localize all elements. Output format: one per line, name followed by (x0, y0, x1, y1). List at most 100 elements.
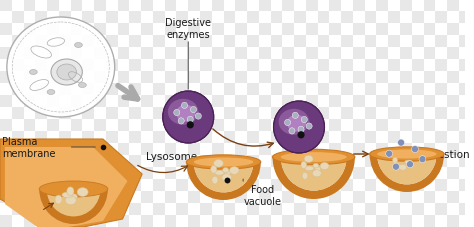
Circle shape (398, 139, 404, 146)
Bar (35, 131, 47, 143)
Bar (318, 203, 329, 215)
Bar (129, 155, 141, 167)
Bar (294, 36, 306, 48)
Bar (459, 203, 471, 215)
Bar (24, 96, 35, 108)
Bar (353, 96, 365, 108)
Bar (329, 48, 341, 60)
Bar (224, 84, 235, 96)
Bar (400, 143, 412, 155)
Bar (212, 72, 224, 84)
Bar (365, 84, 376, 96)
Bar (141, 96, 153, 108)
Bar (12, 36, 24, 48)
Bar (106, 155, 118, 167)
Circle shape (163, 92, 214, 143)
Bar (141, 48, 153, 60)
Bar (318, 155, 329, 167)
Bar (353, 167, 365, 179)
Bar (235, 215, 247, 227)
Bar (271, 12, 283, 24)
Bar (224, 155, 235, 167)
Bar (0, 0, 12, 12)
Bar (153, 131, 164, 143)
Bar (94, 167, 106, 179)
Bar (341, 84, 353, 96)
Circle shape (187, 122, 194, 129)
Bar (459, 36, 471, 48)
Bar (212, 48, 224, 60)
Bar (153, 12, 164, 24)
Bar (435, 36, 447, 48)
Bar (400, 72, 412, 84)
Bar (353, 191, 365, 203)
Bar (24, 72, 35, 84)
Ellipse shape (214, 160, 223, 168)
Bar (0, 167, 12, 179)
Bar (376, 215, 388, 227)
Bar (0, 215, 12, 227)
Bar (423, 0, 435, 12)
Ellipse shape (186, 155, 261, 169)
Polygon shape (0, 139, 142, 227)
Bar (0, 96, 12, 108)
Wedge shape (370, 154, 444, 192)
Bar (59, 12, 71, 24)
Bar (118, 119, 129, 131)
Bar (176, 60, 188, 72)
Bar (388, 179, 400, 191)
Bar (188, 143, 200, 155)
Bar (271, 155, 283, 167)
Bar (59, 36, 71, 48)
Bar (306, 0, 318, 12)
Bar (353, 24, 365, 36)
Bar (82, 131, 94, 143)
Ellipse shape (304, 155, 313, 163)
Bar (247, 203, 259, 215)
Bar (59, 179, 71, 191)
Bar (24, 0, 35, 12)
Circle shape (306, 123, 312, 130)
Ellipse shape (29, 70, 37, 75)
Bar (400, 24, 412, 36)
Bar (447, 215, 459, 227)
Bar (283, 96, 294, 108)
Bar (224, 12, 235, 24)
Bar (329, 96, 341, 108)
Bar (376, 96, 388, 108)
Bar (376, 48, 388, 60)
Bar (94, 215, 106, 227)
Bar (176, 84, 188, 96)
Bar (71, 143, 82, 155)
Bar (341, 179, 353, 191)
Bar (118, 0, 129, 12)
Bar (412, 60, 423, 72)
Bar (341, 36, 353, 48)
Bar (235, 0, 247, 12)
Bar (200, 36, 212, 48)
Bar (153, 108, 164, 119)
Bar (35, 84, 47, 96)
Bar (435, 12, 447, 24)
Bar (271, 203, 283, 215)
Bar (388, 108, 400, 119)
Bar (47, 215, 59, 227)
Bar (164, 119, 176, 131)
Bar (459, 60, 471, 72)
Bar (235, 96, 247, 108)
Bar (106, 84, 118, 96)
Bar (200, 108, 212, 119)
Bar (318, 84, 329, 96)
Bar (212, 119, 224, 131)
Bar (71, 24, 82, 36)
Bar (188, 24, 200, 36)
Bar (447, 143, 459, 155)
Bar (412, 84, 423, 96)
Bar (329, 119, 341, 131)
Bar (200, 155, 212, 167)
Circle shape (301, 117, 307, 123)
Bar (164, 24, 176, 36)
Bar (376, 167, 388, 179)
Bar (306, 24, 318, 36)
Bar (412, 155, 423, 167)
